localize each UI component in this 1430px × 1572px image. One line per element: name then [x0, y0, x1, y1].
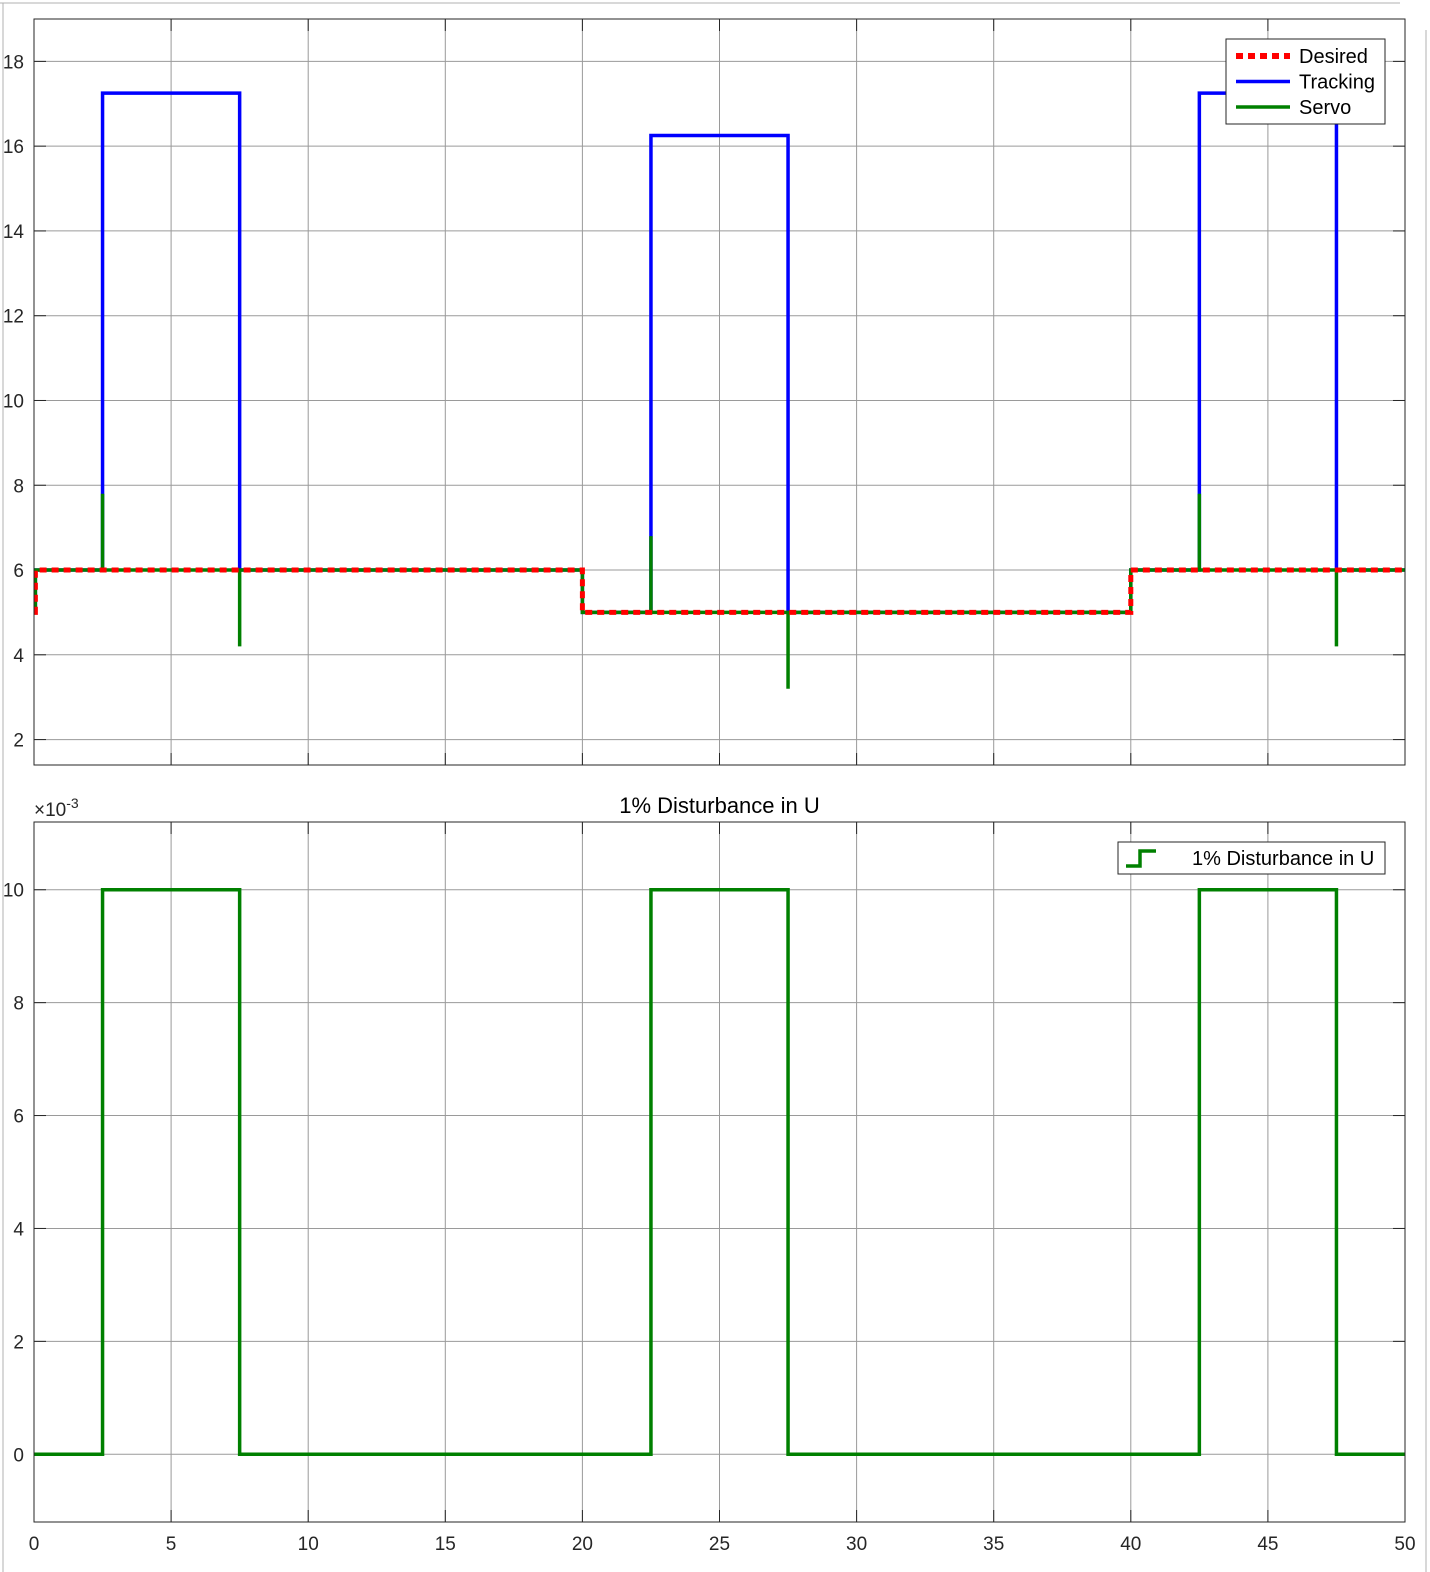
series-line-servo	[34, 493, 1405, 689]
y-tick-label: 0	[13, 1445, 24, 1466]
x-tick-label: 10	[298, 1534, 319, 1555]
legend-label: Tracking	[1299, 72, 1375, 94]
series-group	[34, 887, 1405, 1457]
x-tick-label: 45	[1257, 1534, 1278, 1555]
y-tick-label: 16	[3, 137, 24, 158]
chart-title: 1% Disturbance in U	[619, 793, 820, 818]
y-tick-label: 4	[13, 1219, 24, 1240]
series-line-desired	[34, 567, 1405, 615]
legend-label: Desired	[1299, 46, 1368, 68]
series-group	[34, 91, 1405, 689]
y-tick-label: 10	[3, 881, 24, 902]
x-tick-label: 30	[846, 1534, 867, 1555]
y-tick-label: 8	[13, 476, 24, 497]
legend-swatch-stairs	[1126, 849, 1156, 868]
y-tick-label: 2	[13, 731, 24, 752]
legend: Desired Tracking Servo	[1225, 38, 1386, 125]
series-line-1-disturbance-in-u	[34, 887, 1405, 1457]
x-tick-label: 15	[435, 1534, 456, 1555]
y-tick-label: 6	[13, 1107, 24, 1128]
y-tick-label: 6	[13, 561, 24, 582]
y-tick-label: 4	[13, 646, 24, 667]
y-tick-label: 12	[3, 307, 24, 328]
legend: 1% Disturbance in U	[1117, 841, 1386, 875]
legend-label: 1% Disturbance in U	[1192, 848, 1374, 870]
x-tick-label: 5	[166, 1534, 177, 1555]
x-tick-label: 0	[29, 1534, 40, 1555]
y-tick-label: 2	[13, 1332, 24, 1353]
x-tick-label: 35	[983, 1534, 1004, 1555]
y-tick-label: 8	[13, 994, 24, 1015]
axes-box	[33, 18, 1406, 766]
series-line-tracking	[34, 91, 1405, 615]
legend-box	[1117, 841, 1386, 875]
y-tick-label: 18	[3, 52, 24, 73]
x-tick-label: 25	[709, 1534, 730, 1555]
y-tick-label: 14	[3, 222, 25, 243]
legend-label: Servo	[1299, 97, 1351, 119]
axes-1: 2 4 6 8 10 12 14 16 18 Desired Tracking Servo	[3, 18, 1406, 766]
x-tick-label: 40	[1120, 1534, 1141, 1555]
x-tick-label: 20	[572, 1534, 593, 1555]
x-tick-label: 50	[1394, 1534, 1415, 1555]
y-tick-label: 10	[3, 391, 24, 412]
y-exponent-power: -3	[66, 795, 79, 811]
axes-box	[33, 821, 1406, 1523]
axes-2: 0 2 4 6 8 10 0 5 10 15 20 25 30 35 40 45 50 1% Disturbanc…	[3, 793, 1416, 1555]
